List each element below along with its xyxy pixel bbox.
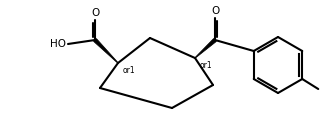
Text: HO: HO — [50, 39, 66, 49]
Text: O: O — [211, 6, 219, 16]
Text: or1: or1 — [200, 61, 213, 70]
Polygon shape — [94, 39, 118, 63]
Polygon shape — [195, 38, 216, 58]
Text: or1: or1 — [123, 66, 136, 75]
Text: O: O — [92, 8, 100, 18]
